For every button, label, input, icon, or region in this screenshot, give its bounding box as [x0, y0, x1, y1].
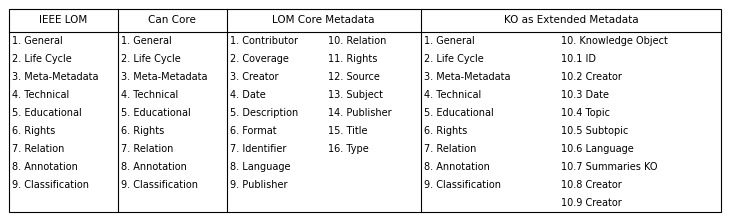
Text: 10. Relation: 10. Relation [328, 36, 387, 46]
Text: 10.1 ID: 10.1 ID [561, 54, 596, 64]
Text: 8. Language: 8. Language [231, 162, 291, 172]
Text: 4. Technical: 4. Technical [12, 90, 69, 100]
Text: 8. Annotation: 8. Annotation [424, 162, 490, 172]
Text: 10.5 Subtopic: 10.5 Subtopic [561, 126, 629, 136]
Text: 2. Life Cycle: 2. Life Cycle [121, 54, 181, 64]
Text: 3. Creator: 3. Creator [231, 72, 279, 82]
Text: 10. Knowledge Object: 10. Knowledge Object [561, 36, 668, 46]
Text: 3. Meta-Metadata: 3. Meta-Metadata [12, 72, 99, 82]
Text: 6. Rights: 6. Rights [12, 126, 55, 136]
Text: 6. Rights: 6. Rights [424, 126, 467, 136]
Text: Can Core: Can Core [148, 15, 196, 25]
Text: 13. Subject: 13. Subject [328, 90, 383, 100]
Text: 5. Educational: 5. Educational [12, 108, 82, 118]
Text: LOM Core Metadata: LOM Core Metadata [272, 15, 375, 25]
Text: 1. Contributor: 1. Contributor [231, 36, 299, 46]
Text: 10.2 Creator: 10.2 Creator [561, 72, 622, 82]
Text: 3. Meta-Metadata: 3. Meta-Metadata [424, 72, 511, 82]
Text: 9. Publisher: 9. Publisher [231, 180, 288, 190]
Text: 4. Date: 4. Date [231, 90, 266, 100]
Text: 10.6 Language: 10.6 Language [561, 144, 634, 154]
Text: 6. Format: 6. Format [231, 126, 277, 136]
Text: 2. Coverage: 2. Coverage [231, 54, 289, 64]
Text: 5. Educational: 5. Educational [121, 108, 191, 118]
Text: 5. Description: 5. Description [231, 108, 299, 118]
Text: 10.3 Date: 10.3 Date [561, 90, 609, 100]
Text: 7. Identifier: 7. Identifier [231, 144, 287, 154]
Text: 1. General: 1. General [424, 36, 475, 46]
Text: 11. Rights: 11. Rights [328, 54, 377, 64]
Text: 7. Relation: 7. Relation [121, 144, 174, 154]
Text: 6. Rights: 6. Rights [121, 126, 165, 136]
Text: 15. Title: 15. Title [328, 126, 368, 136]
Text: 2. Life Cycle: 2. Life Cycle [12, 54, 72, 64]
Text: 16. Type: 16. Type [328, 144, 369, 154]
Text: 8. Annotation: 8. Annotation [121, 162, 188, 172]
Text: 2. Life Cycle: 2. Life Cycle [424, 54, 484, 64]
Text: 4. Technical: 4. Technical [121, 90, 179, 100]
Text: 5. Educational: 5. Educational [424, 108, 494, 118]
Text: 12. Source: 12. Source [328, 72, 380, 82]
Text: 9. Classification: 9. Classification [121, 180, 199, 190]
Text: KO as Extended Metadata: KO as Extended Metadata [504, 15, 638, 25]
Text: 10.9 Creator: 10.9 Creator [561, 198, 622, 208]
Text: 7. Relation: 7. Relation [12, 144, 65, 154]
Text: 1. General: 1. General [121, 36, 172, 46]
Text: 3. Meta-Metadata: 3. Meta-Metadata [121, 72, 208, 82]
Text: IEEE LOM: IEEE LOM [39, 15, 88, 25]
Text: 8. Annotation: 8. Annotation [12, 162, 78, 172]
Text: 10.4 Topic: 10.4 Topic [561, 108, 610, 118]
Text: 4. Technical: 4. Technical [424, 90, 482, 100]
Text: 9. Classification: 9. Classification [12, 180, 89, 190]
Text: 9. Classification: 9. Classification [424, 180, 502, 190]
Text: 7. Relation: 7. Relation [424, 144, 477, 154]
Text: 14. Publisher: 14. Publisher [328, 108, 392, 118]
Text: 1. General: 1. General [12, 36, 64, 46]
Text: 10.8 Creator: 10.8 Creator [561, 180, 622, 190]
Text: 10.7 Summaries KO: 10.7 Summaries KO [561, 162, 658, 172]
